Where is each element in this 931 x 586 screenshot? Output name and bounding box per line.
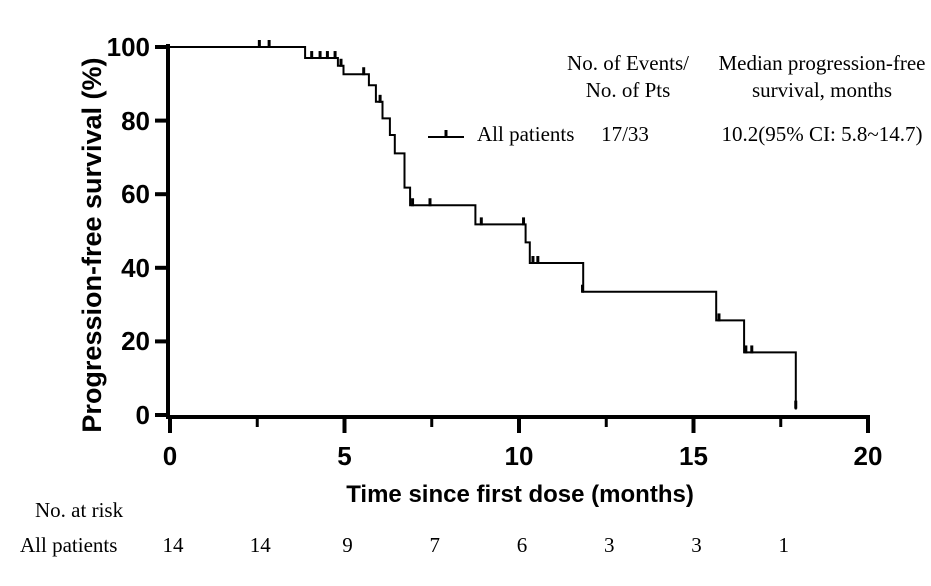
at-risk-count: 14 <box>162 533 184 557</box>
legend-events-header-line2: No. of Pts <box>585 78 671 102</box>
at-risk-row-label: All patients <box>20 533 118 557</box>
y-axis-tick-label: 80 <box>121 105 150 136</box>
legend-median-header: Median progression-free survival, months <box>690 50 931 104</box>
x-axis-tick-label: 5 <box>337 441 352 471</box>
y-axis-tick-label: 100 <box>106 32 150 62</box>
at-risk-count: 9 <box>342 533 353 557</box>
x-axis-tick-label: 15 <box>679 441 708 471</box>
at-risk-count: 3 <box>604 533 615 557</box>
at-risk-heading: No. at risk <box>35 498 124 522</box>
y-axis-tick-label: 20 <box>121 326 150 357</box>
at-risk-count: 7 <box>429 533 441 557</box>
at-risk-count: 6 <box>516 533 528 557</box>
at-risk-count: 3 <box>691 533 702 557</box>
legend-median-value: 10.2(95% CI: 5.8~14.7) <box>721 122 923 146</box>
y-axis-title: Progression-free survival (%) <box>77 57 107 433</box>
legend-events-value: 17/33 <box>601 122 649 146</box>
legend-events-header: No. of Events/ No. of Pts <box>518 50 738 104</box>
survival-curve <box>170 46 797 410</box>
x-axis-tick-label: 0 <box>162 441 178 471</box>
legend-median-header-line1: Median progression-free <box>718 51 926 75</box>
x-axis-tick-label: 10 <box>504 441 534 471</box>
y-axis-tick-label: 0 <box>135 400 150 430</box>
y-axis-tick-label: 40 <box>121 252 150 283</box>
at-risk-count: 14 <box>249 533 271 557</box>
legend-median-header-line2: survival, months <box>752 78 892 102</box>
legend-line-symbol <box>428 130 464 138</box>
at-risk-count: 1 <box>778 533 790 557</box>
legend-series-label: All patients <box>477 122 575 146</box>
legend-events-header-line1: No. of Events/ <box>567 51 689 75</box>
x-axis-title: Time since first dose (months) <box>346 481 694 508</box>
y-axis-tick-label: 60 <box>121 179 150 210</box>
x-axis-tick-label: 20 <box>853 441 883 471</box>
